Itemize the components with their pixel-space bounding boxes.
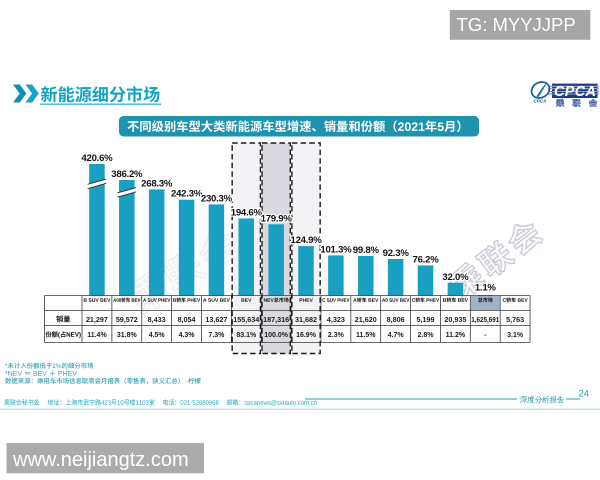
svg-text:11.5%: 11.5% [356, 332, 376, 339]
svg-text:5,199: 5,199 [417, 315, 435, 324]
svg-text:8,054: 8,054 [178, 315, 196, 324]
svg-text:4.7%: 4.7% [388, 332, 405, 339]
svg-text:5,763: 5,763 [506, 315, 524, 324]
svg-text:155,634: 155,634 [233, 315, 259, 324]
svg-text:31.8%: 31.8% [117, 332, 138, 339]
svg-text:16.9%: 16.9% [296, 332, 317, 339]
svg-text:31,682: 31,682 [295, 315, 317, 324]
svg-text:194.6%: 194.6% [231, 208, 263, 219]
svg-text:1.1%: 1.1% [475, 283, 497, 294]
svg-text:21,620: 21,620 [355, 315, 377, 324]
svg-text:11.4%: 11.4% [87, 332, 107, 339]
svg-text:CPCA: CPCA [534, 99, 547, 104]
svg-text:420.6%: 420.6% [81, 153, 113, 164]
svg-text:20,935: 20,935 [444, 315, 466, 324]
svg-text:187,316: 187,316 [263, 315, 289, 324]
svg-text:11.2%: 11.2% [446, 332, 466, 339]
svg-text:101.3%: 101.3% [320, 244, 352, 255]
svg-text:21,297: 21,297 [86, 315, 108, 324]
svg-text:32.0%: 32.0% [442, 272, 469, 283]
svg-text:www.neijiangtz.com: www.neijiangtz.com [12, 449, 189, 471]
svg-text:242.3%: 242.3% [171, 189, 203, 200]
svg-text:24: 24 [579, 389, 590, 400]
svg-text:8,433: 8,433 [148, 315, 166, 324]
svg-text:83.1%: 83.1% [236, 332, 257, 339]
svg-text:8,806: 8,806 [387, 315, 405, 324]
svg-text:4,323: 4,323 [327, 315, 345, 324]
svg-text:179.9%: 179.9% [261, 213, 293, 224]
svg-text:TG: MYYJJPP: TG: MYYJJPP [457, 14, 576, 35]
svg-text:CPCA: CPCA [554, 84, 596, 100]
svg-text:386.2%: 386.2% [111, 169, 143, 180]
svg-text:59,572: 59,572 [116, 315, 138, 324]
svg-text:4.3%: 4.3% [179, 332, 196, 339]
svg-text:3.1%: 3.1% [507, 332, 524, 339]
svg-text:100.0%: 100.0% [264, 332, 289, 339]
svg-text:13,627: 13,627 [205, 315, 227, 324]
svg-text:2.8%: 2.8% [418, 332, 435, 339]
svg-text:76.2%: 76.2% [413, 254, 440, 265]
svg-text:7.3%: 7.3% [208, 332, 225, 339]
svg-text:92.3%: 92.3% [383, 248, 410, 259]
svg-text:99.8%: 99.8% [353, 245, 380, 256]
svg-text:124.9%: 124.9% [290, 235, 322, 246]
svg-text:4.5%: 4.5% [149, 332, 166, 339]
svg-text:2.3%: 2.3% [328, 332, 345, 339]
svg-text:-: - [484, 332, 487, 339]
svg-text:268.3%: 268.3% [141, 178, 173, 189]
svg-text:230.3%: 230.3% [201, 193, 233, 204]
svg-text:1,625,691: 1,625,691 [471, 315, 499, 324]
